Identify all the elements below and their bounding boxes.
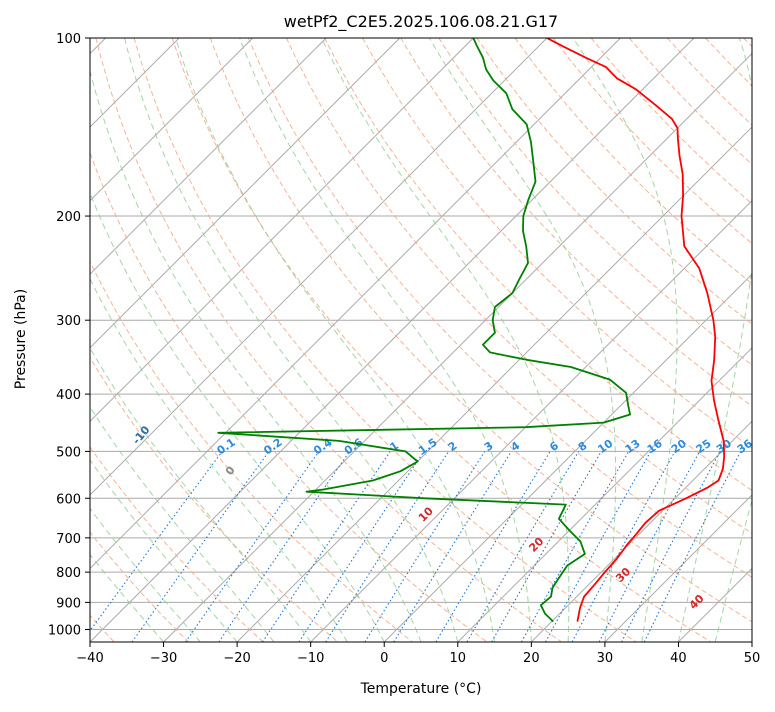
isotherm-line (0, 38, 473, 642)
mixing-ratio-label: 13 (623, 437, 643, 456)
y-tick-label: 200 (56, 210, 81, 225)
dry-adiabat-line (744, 38, 775, 642)
dry-adiabat-line (591, 38, 775, 642)
isotherm-line (0, 38, 547, 642)
y-tick-label: 100 (56, 32, 81, 47)
x-tick-label: 50 (744, 651, 761, 666)
isotherm-line (678, 38, 775, 642)
mixing-ratio-label: 1.5 (416, 436, 439, 458)
dry-adiabat-line (629, 38, 775, 642)
moist-adiabat-label: 40 (687, 592, 707, 612)
dry-adiabat-line (20, 38, 413, 642)
mixing-ratio-line (299, 451, 424, 642)
moist-adiabat-label: 30 (613, 565, 633, 585)
mixing-ratio-line (599, 451, 700, 642)
dewpoint-profile-line (218, 38, 630, 622)
x-tick-label: −10 (297, 651, 324, 666)
y-tick-label: 700 (56, 532, 81, 547)
y-tick-label: 500 (56, 445, 81, 460)
background-lines (0, 38, 775, 642)
x-tick-label: −20 (223, 651, 250, 666)
moist-adiabat-line (0, 38, 274, 642)
dry-adiabat-line (477, 38, 775, 642)
mixing-ratio-label: 10 (595, 437, 615, 457)
profile-series (218, 38, 724, 622)
dry-adiabat-label: 0 (223, 463, 238, 477)
isotherm-line (752, 38, 775, 642)
dry-adiabat-line (553, 38, 775, 642)
mixing-ratio-line (326, 451, 449, 642)
dry-adiabat-line (210, 38, 775, 642)
dry-adiabat-line (286, 38, 775, 642)
y-tick-label: 600 (56, 492, 81, 507)
dry-adiabat-label: -10 (130, 423, 153, 447)
y-tick-label: 900 (56, 596, 81, 611)
mixing-ratio-label: 0.6 (342, 435, 366, 457)
isotherm-line (458, 38, 775, 642)
x-tick-label: −30 (150, 651, 177, 666)
moist-adiabat-line (125, 38, 458, 642)
y-tick-label: 1000 (48, 623, 81, 638)
mixing-ratio-line (572, 451, 675, 642)
plot-frame (90, 38, 752, 642)
mixing-ratio-line (644, 451, 741, 642)
dry-adiabat-line (667, 38, 775, 642)
moist-adiabat-line (17, 38, 348, 642)
isotherm-line (384, 38, 775, 642)
y-axis-label: Pressure (hPa) (13, 289, 29, 389)
moist-adiabat-label: 10 (416, 504, 436, 524)
moist-adiabat-line (0, 38, 200, 642)
dry-adiabat-line (58, 38, 487, 642)
dry-adiabat-line (172, 38, 711, 642)
moist-adiabat-line (0, 38, 237, 642)
y-tick-label: 300 (56, 314, 81, 329)
x-axis-label: Temperature (°C) (360, 681, 482, 697)
mixing-ratio-label: 0.1 (214, 436, 237, 458)
mixing-ratio-line (82, 451, 222, 642)
x-tick-label: 30 (597, 651, 614, 666)
isotherm-line (90, 38, 694, 642)
mixing-ratio-label: 16 (645, 437, 665, 457)
mixing-ratio-label: 20 (669, 437, 689, 457)
y-tick-label: 800 (56, 566, 81, 581)
moist-adiabat-line (573, 38, 677, 642)
moist-adiabat-line (715, 38, 775, 642)
mixing-ratio-label: 25 (694, 437, 714, 456)
isotherm-line (0, 38, 326, 642)
moist-adiabat-line (0, 38, 311, 642)
isotherm-line (0, 38, 253, 642)
isotherm-line (605, 38, 775, 642)
mixing-ratio-label: 0.2 (261, 436, 284, 458)
x-tick-label: 10 (450, 651, 467, 666)
mixing-ratio-line (622, 451, 721, 642)
mixing-ratio-line (467, 451, 579, 642)
y-tick-label: 400 (56, 388, 81, 403)
x-tick-label: 0 (380, 651, 388, 666)
x-tick-label: 20 (523, 651, 540, 666)
moist-adiabat-line (176, 38, 495, 642)
isotherm-line (0, 38, 400, 642)
dry-adiabat-line (0, 38, 338, 642)
x-tick-label: 40 (670, 651, 687, 666)
dry-adiabat-line (0, 38, 263, 642)
moist-adiabat-line (678, 38, 759, 642)
x-tick-label: −40 (76, 651, 103, 666)
chart-title: wetPf2_C2E5.2025.106.08.21.G17 (284, 12, 558, 32)
